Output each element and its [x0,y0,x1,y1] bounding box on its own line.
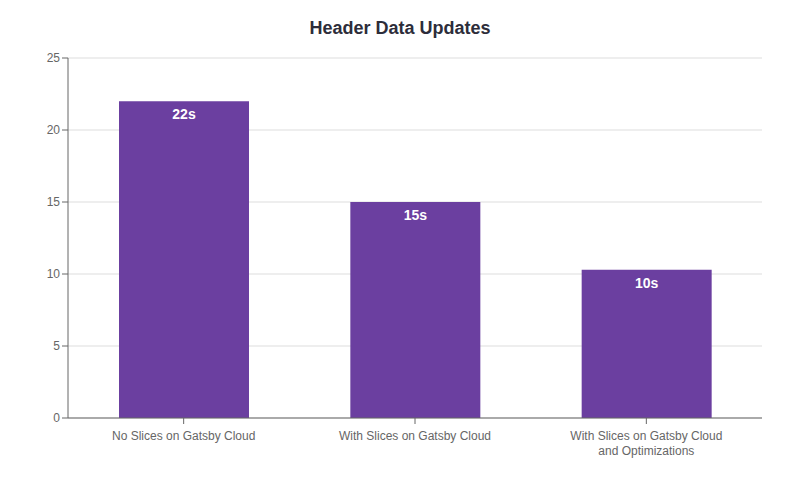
svg-text:0: 0 [53,411,60,425]
svg-text:20: 20 [47,123,61,137]
svg-text:With Slices on Gatsby Cloud: With Slices on Gatsby Cloud [339,429,491,443]
svg-text:15s: 15s [404,207,428,223]
svg-text:10: 10 [47,267,61,281]
svg-text:15: 15 [47,195,61,209]
svg-text:5: 5 [53,339,60,353]
svg-text:22s: 22s [172,106,196,122]
svg-text:No Slices on Gatsby Cloud: No Slices on Gatsby Cloud [112,429,255,443]
svg-text:With Slices on Gatsby Cloudand: With Slices on Gatsby Cloudand Optimizat… [570,429,722,458]
svg-text:10s: 10s [635,275,659,291]
svg-text:25: 25 [47,51,61,65]
html-text:Header Data Updates: Header Data Updates [309,18,491,38]
